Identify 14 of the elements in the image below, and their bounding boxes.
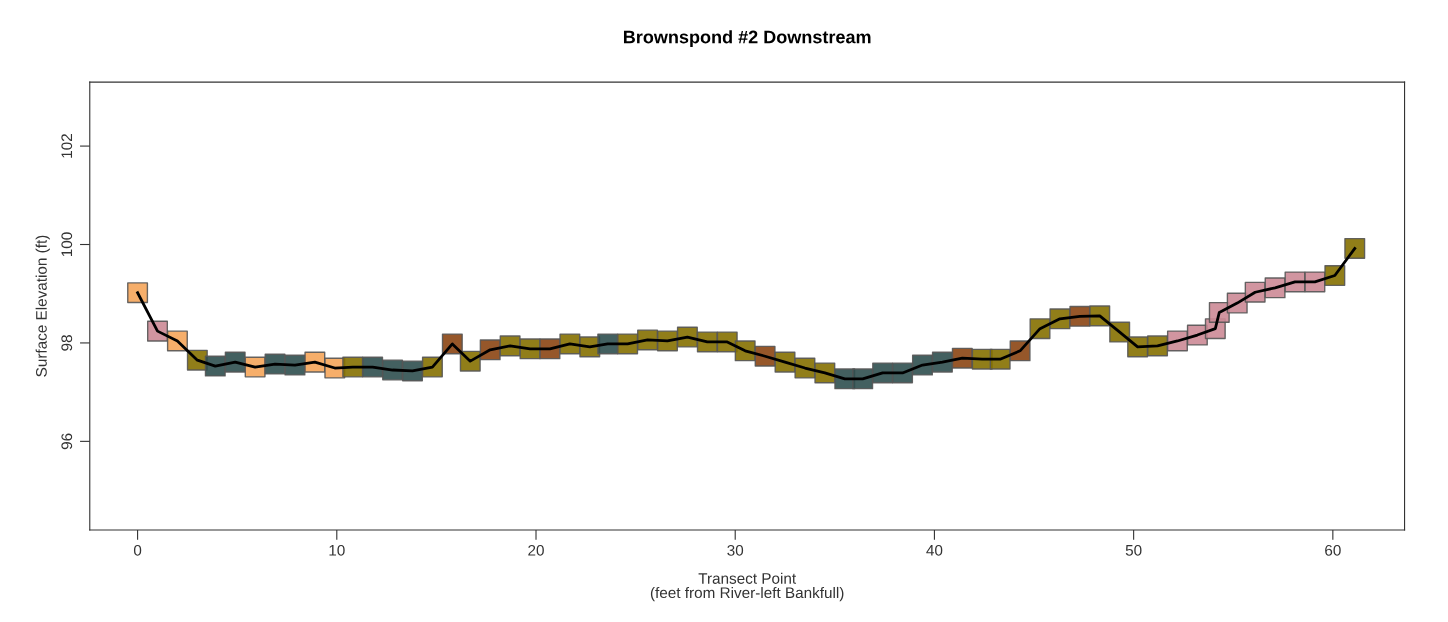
- x-tick-label: 10: [329, 544, 345, 556]
- x-axis-title: Transect Point (feet from River-left Bankfull): [650, 572, 844, 602]
- x-tick-label: 50: [1125, 544, 1142, 556]
- x-tick-label: 0: [133, 544, 142, 556]
- x-tick-label: 30: [727, 544, 744, 556]
- y-tick-label: 102: [61, 134, 73, 158]
- y-tick-label: 96: [61, 433, 73, 450]
- y-axis-title: Surface Elevation (ft): [35, 235, 50, 377]
- x-tick-label: 40: [926, 544, 943, 556]
- x-tick-label: 60: [1325, 544, 1341, 556]
- y-tick-label: 100: [61, 232, 73, 257]
- y-tick-label: 98: [61, 335, 73, 351]
- x-tick-label: 20: [528, 544, 544, 556]
- chart-title: Brownspond #2 Downstream: [623, 30, 871, 47]
